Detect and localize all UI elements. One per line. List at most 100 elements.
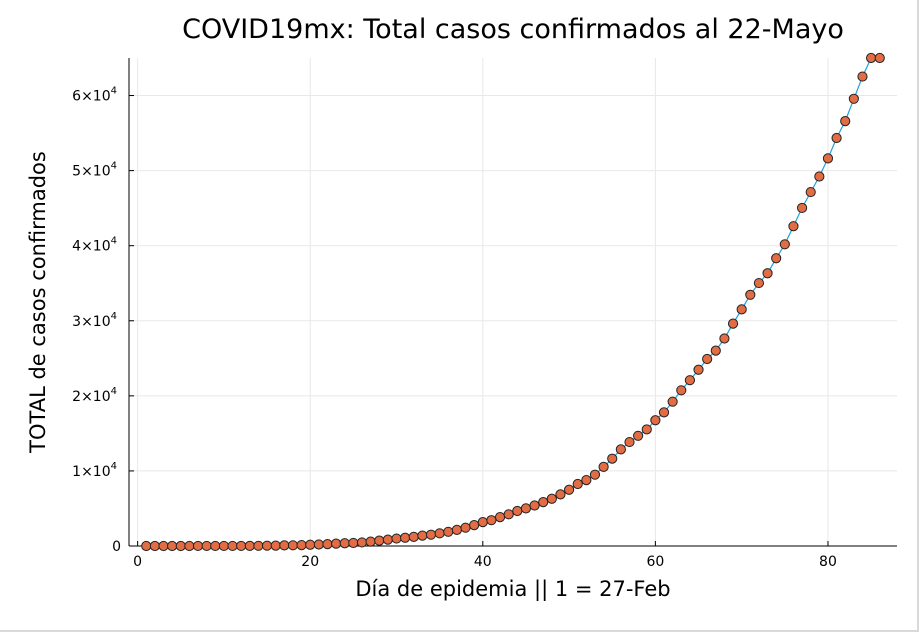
x-axis-label: Día de epidemia || 1 = 27-Feb	[355, 577, 670, 602]
y-tick-label: 6×104	[72, 86, 117, 105]
data-point	[831, 132, 842, 144]
y-tick-label: 2×104	[72, 386, 117, 405]
data-point	[805, 186, 816, 198]
series-points	[141, 52, 885, 552]
data-point	[607, 453, 618, 464]
data-point	[313, 539, 324, 550]
data-point	[633, 430, 644, 441]
data-point	[762, 268, 773, 279]
data-point	[624, 436, 635, 448]
data-point	[356, 537, 368, 548]
data-point	[503, 509, 514, 520]
data-point	[339, 538, 350, 549]
data-point	[391, 533, 402, 544]
data-point	[840, 116, 851, 127]
y-tick-label: 3×104	[72, 311, 117, 330]
data-point	[667, 396, 678, 407]
data-point	[848, 93, 859, 104]
data-point	[279, 540, 290, 551]
data-point	[572, 478, 583, 490]
data-point	[158, 540, 169, 552]
data-point	[719, 333, 730, 344]
x-ticks: 0 20 40 60 80	[133, 541, 837, 570]
data-point	[745, 289, 756, 300]
data-point	[589, 469, 601, 480]
data-point	[331, 538, 342, 549]
data-point	[693, 364, 704, 375]
data-point	[710, 345, 721, 356]
data-point	[374, 535, 385, 546]
data-point	[184, 540, 195, 552]
data-point	[443, 526, 454, 537]
data-point	[796, 202, 808, 214]
data-point	[676, 385, 687, 396]
data-point	[598, 461, 609, 472]
chart-title: COVID19mx: Total casos confirmados al 22…	[182, 14, 844, 45]
data-point	[555, 489, 566, 500]
data-point	[494, 512, 506, 523]
data-point	[244, 540, 255, 551]
data-point	[641, 424, 652, 435]
data-point	[529, 500, 540, 511]
data-point	[460, 522, 471, 533]
data-point	[210, 540, 221, 552]
data-point	[434, 528, 445, 539]
data-point	[417, 530, 428, 541]
y-tick-label: 4×104	[72, 236, 117, 255]
data-point	[400, 532, 411, 543]
data-point	[753, 277, 765, 289]
data-point	[486, 515, 497, 526]
x-tick-label: 80	[819, 554, 837, 570]
data-point	[167, 540, 178, 552]
data-point	[408, 531, 419, 542]
data-point	[736, 304, 747, 315]
y-ticks: 0 1×104 2×104 3×104 4×104 5×104 6×104	[72, 86, 134, 555]
data-point	[512, 505, 523, 517]
data-point	[365, 536, 376, 547]
series-line	[146, 57, 880, 547]
data-point	[270, 540, 281, 551]
data-point	[425, 529, 437, 540]
data-point	[658, 407, 670, 418]
data-point	[684, 375, 695, 386]
data-point	[702, 353, 713, 365]
data-point	[469, 519, 480, 531]
data-point	[538, 497, 549, 508]
data-point	[615, 444, 626, 455]
data-point	[581, 475, 592, 486]
y-tick-label: 5×104	[72, 161, 117, 180]
data-point	[874, 52, 885, 64]
data-point	[236, 540, 247, 552]
data-point	[218, 540, 230, 552]
x-tick-label: 40	[474, 554, 492, 570]
data-point	[296, 540, 307, 551]
data-point	[305, 539, 316, 550]
data-point	[814, 171, 825, 182]
data-point	[149, 540, 160, 552]
data-point	[322, 539, 333, 550]
data-point	[771, 253, 782, 264]
x-tick-label: 60	[646, 554, 664, 570]
data-point	[201, 540, 212, 552]
data-point	[253, 540, 264, 551]
data-point	[650, 415, 661, 426]
data-point	[866, 52, 877, 64]
data-point	[287, 540, 299, 551]
data-point	[477, 517, 488, 528]
data-point	[227, 540, 238, 552]
data-point	[779, 239, 790, 250]
data-point	[822, 153, 834, 164]
y-tick-label: 0	[112, 539, 121, 555]
data-point	[451, 524, 463, 536]
data-point	[175, 540, 186, 552]
x-tick-label: 20	[301, 554, 319, 570]
data-point	[382, 534, 393, 545]
grid	[129, 58, 897, 547]
data-point	[563, 484, 575, 495]
data-point	[192, 540, 204, 552]
data-point	[857, 71, 868, 82]
y-tick-label: 1×104	[72, 461, 117, 480]
data-point	[546, 493, 557, 504]
